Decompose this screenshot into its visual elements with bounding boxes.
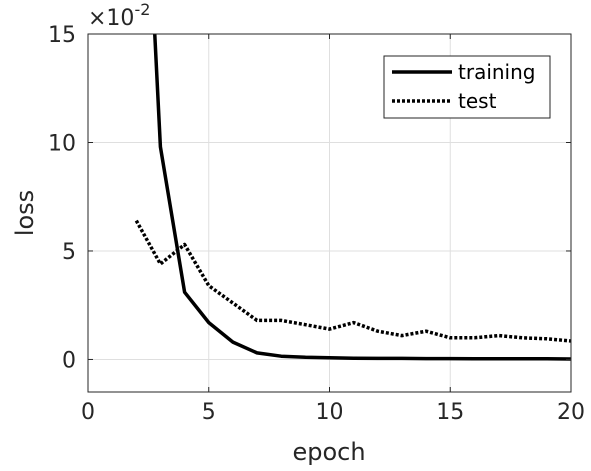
y-axis-label: loss [11,190,39,236]
legend-label-test: test [458,89,497,113]
legend: training test [383,55,551,119]
y-tick-label: 0 [62,348,76,373]
y-tick-label: 15 [48,23,76,48]
series-line-test [134,219,571,343]
y-multiplier: ×10-2 [88,0,150,31]
y-ticks: 0 5 10 15 [48,23,571,373]
x-axis-label: epoch [292,438,365,466]
legend-label-training: training [458,60,535,84]
legend-box [383,55,551,119]
x-ticks: 0 5 10 15 20 [81,34,585,425]
x-tick-label: 0 [81,400,95,425]
y-tick-label: 10 [48,131,76,156]
x-tick-label: 10 [316,400,344,425]
x-tick-label: 15 [436,400,464,425]
x-tick-label: 20 [557,400,585,425]
y-multiplier-base: ×10 [88,6,134,31]
y-tick-label: 5 [62,240,76,265]
series-line-training [153,34,571,361]
series-layer [134,34,571,361]
x-tick-label: 5 [202,400,216,425]
y-multiplier-exponent: -2 [134,0,150,19]
